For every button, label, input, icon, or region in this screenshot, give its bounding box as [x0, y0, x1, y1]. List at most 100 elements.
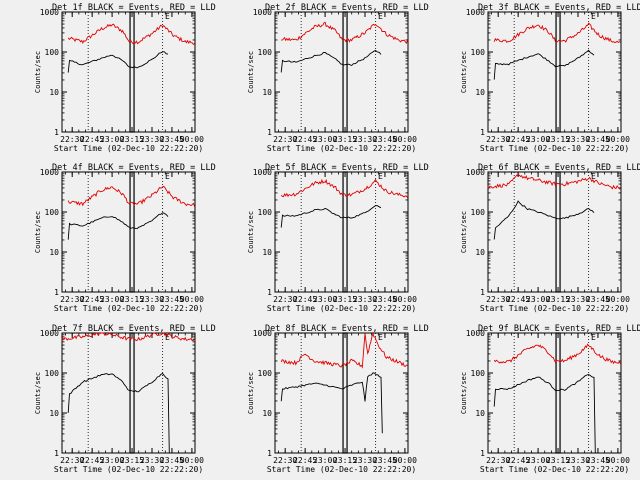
y-tick-label: 1000 — [253, 329, 272, 338]
chart-title: Det 8f BLACK = Events, RED = LLD — [265, 324, 429, 334]
x-axis-label: Start Time (02-Dec-10 22:22:20) — [267, 304, 416, 313]
plot-frame — [274, 332, 409, 454]
x-tick-label: 23:00 — [313, 456, 337, 465]
y-tick-label: 1000 — [253, 8, 272, 17]
corner-marker: E — [165, 172, 170, 181]
y-tick-label: 100 — [471, 208, 486, 217]
plot-frame — [274, 11, 409, 133]
y-tick-label: 1 — [480, 128, 485, 137]
y-tick-label: 100 — [45, 48, 60, 57]
corner-marker: E — [591, 172, 596, 181]
y-axis-label: Counts/sec — [460, 211, 468, 253]
series-line-events — [67, 51, 169, 73]
x-tick-label: 23:00 — [313, 135, 337, 144]
corner-marker: E — [378, 172, 383, 181]
plot-frame — [487, 171, 622, 293]
x-tick-label: 23:15 — [546, 456, 570, 465]
x-axis-label: Start Time (02-Dec-10 22:22:20) — [480, 304, 629, 313]
x-tick-label: 00:00 — [180, 135, 204, 144]
x-tick-label: 23:15 — [120, 135, 144, 144]
chart-title: Det 2f BLACK = Events, RED = LLD — [265, 3, 429, 13]
corner-marker: E — [591, 333, 596, 342]
x-tick-label: 23:00 — [313, 295, 337, 304]
plot-frame — [61, 332, 196, 454]
corner-marker: E — [165, 333, 170, 342]
chart-panel-3: Det 3f BLACK = Events, RED = LLD 1 10 100 10… — [460, 3, 640, 153]
series-line-lld — [487, 174, 621, 190]
chart-title: Det 7f BLACK = Events, RED = LLD — [52, 324, 216, 334]
series-line-lld — [280, 331, 408, 369]
y-tick-label: 1 — [267, 288, 272, 297]
series-line-lld — [280, 178, 408, 198]
x-tick-label: 23:00 — [100, 456, 124, 465]
y-tick-label: 1 — [54, 288, 59, 297]
x-tick-label: 23:45 — [586, 135, 610, 144]
x-tick-label: 00:00 — [606, 135, 630, 144]
y-axis-label: Counts/sec — [460, 372, 468, 414]
x-tick-label: 23:00 — [100, 135, 124, 144]
corner-marker: E — [378, 333, 383, 342]
plot-frame — [487, 332, 622, 454]
x-tick-label: 23:15 — [333, 135, 357, 144]
y-tick-label: 10 — [262, 88, 272, 97]
x-tick-label: 23:30 — [353, 456, 377, 465]
vertical-bar-marker — [342, 332, 348, 454]
x-axis-label: Start Time (02-Dec-10 22:22:20) — [267, 144, 416, 153]
chart-panel-1: Det 1f BLACK = Events, RED = LLD 1 10 100 10… — [34, 3, 216, 153]
x-tick-label: 23:45 — [160, 135, 184, 144]
y-tick-label: 1 — [54, 449, 59, 458]
x-tick-label: 22:45 — [506, 135, 530, 144]
y-tick-label: 10 — [49, 409, 59, 418]
corner-marker: E — [165, 12, 170, 21]
x-tick-label: 00:00 — [606, 295, 630, 304]
chart-panel-9: Det 9f BLACK = Events, RED = LLD 1 10 100 10… — [460, 324, 640, 474]
chart-title: Det 4f BLACK = Events, RED = LLD — [52, 163, 216, 173]
y-tick-label: 1 — [267, 449, 272, 458]
x-tick-label: 23:15 — [546, 135, 570, 144]
x-tick-label: 22:45 — [506, 295, 530, 304]
chart-panel-4: Det 4f BLACK = Events, RED = LLD 1 10 100 10… — [34, 163, 216, 313]
chart-panel-7: Det 7f BLACK = Events, RED = LLD 1 10 100 10… — [34, 324, 216, 474]
y-tick-label: 100 — [471, 369, 486, 378]
y-axis-label: Counts/sec — [460, 51, 468, 93]
y-axis-label: Counts/sec — [34, 372, 42, 414]
x-tick-label: 00:00 — [180, 295, 204, 304]
x-axis-label: Start Time (02-Dec-10 22:22:20) — [54, 465, 203, 474]
plot-frame — [487, 11, 622, 133]
vertical-bar-marker — [555, 11, 561, 133]
series-line-lld — [67, 185, 196, 207]
x-tick-label: 23:15 — [120, 456, 144, 465]
x-tick-label: 22:45 — [80, 295, 104, 304]
y-tick-label: 1 — [267, 128, 272, 137]
chart-title: Det 9f BLACK = Events, RED = LLD — [478, 324, 640, 334]
vertical-bar-marker — [129, 171, 135, 293]
x-tick-label: 23:45 — [373, 295, 397, 304]
plot-frame — [61, 11, 196, 133]
x-tick-label: 23:30 — [140, 135, 164, 144]
plot-frame — [274, 171, 409, 293]
corner-marker: E — [591, 12, 596, 21]
x-tick-label: 23:30 — [566, 456, 590, 465]
y-tick-label: 100 — [471, 48, 486, 57]
y-tick-label: 1000 — [466, 329, 485, 338]
x-tick-label: 23:00 — [526, 456, 550, 465]
series-line-lld — [67, 23, 195, 46]
x-tick-label: 23:45 — [160, 295, 184, 304]
y-axis-label: Counts/sec — [247, 372, 255, 414]
x-axis-label: Start Time (02-Dec-10 22:22:20) — [267, 465, 416, 474]
y-tick-label: 10 — [49, 248, 59, 257]
series-line-lld — [493, 343, 621, 365]
y-tick-label: 1000 — [466, 8, 485, 17]
vertical-bar-marker — [129, 11, 135, 133]
x-tick-label: 00:00 — [393, 456, 417, 465]
chart-title: Det 6f BLACK = Events, RED = LLD — [478, 163, 640, 173]
x-tick-label: 22:30 — [486, 135, 510, 144]
x-tick-label: 22:30 — [273, 295, 297, 304]
y-tick-label: 100 — [258, 208, 273, 217]
y-tick-label: 1 — [54, 128, 59, 137]
x-tick-label: 22:45 — [293, 456, 317, 465]
x-tick-label: 22:30 — [273, 456, 297, 465]
series-line-events — [493, 374, 596, 454]
vertical-bar-marker — [555, 171, 561, 293]
